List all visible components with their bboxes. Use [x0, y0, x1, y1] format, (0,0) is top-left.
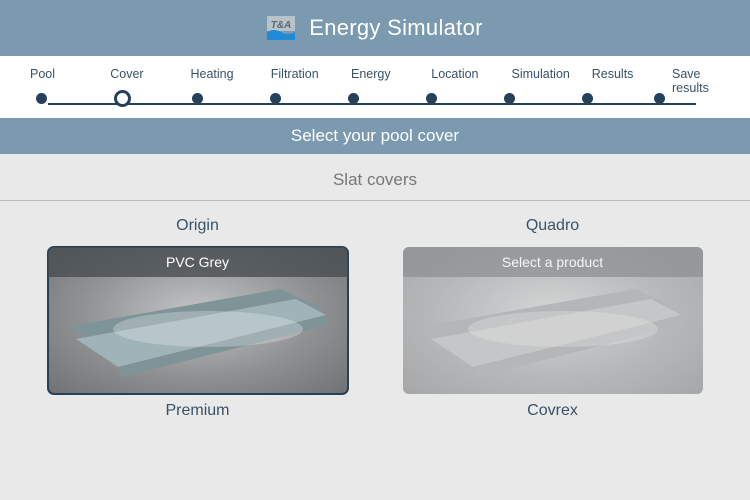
category-premium: Premium	[20, 394, 375, 432]
step-dot-pool[interactable]	[36, 93, 47, 104]
step-dot-save-results[interactable]	[654, 93, 665, 104]
step-energy[interactable]: Energy	[351, 68, 411, 96]
step-dot-location[interactable]	[426, 93, 437, 104]
step-dot-energy[interactable]	[348, 93, 359, 104]
product-label: Select a product	[403, 247, 703, 277]
step-location[interactable]: Location	[431, 68, 491, 96]
step-filtration[interactable]: Filtration	[271, 68, 331, 96]
page-subheader: Select your pool cover	[0, 118, 750, 154]
category-label-covrex[interactable]: Covrex	[527, 394, 578, 432]
app-header: T&A Energy Simulator	[0, 0, 750, 56]
section-title: Slat covers	[0, 154, 750, 200]
step-heating[interactable]: Heating	[191, 68, 251, 96]
step-simulation[interactable]: Simulation	[512, 68, 572, 96]
category-origin: OriginPVC Grey	[20, 209, 375, 394]
wizard-steps: PoolCoverHeatingFiltrationEnergyLocation…	[0, 56, 750, 118]
brand-logo: T&A	[267, 16, 295, 40]
category-label-premium[interactable]: Premium	[165, 394, 229, 432]
step-dot-results[interactable]	[582, 93, 593, 104]
category-grid: OriginPVC Grey QuadroSelect a product Pr…	[0, 201, 750, 432]
step-results[interactable]: Results	[592, 68, 652, 96]
category-covrex: Covrex	[375, 394, 730, 432]
svg-text:T&A: T&A	[271, 20, 292, 31]
category-quadro: QuadroSelect a product	[375, 209, 730, 394]
step-dot-simulation[interactable]	[504, 93, 515, 104]
step-dot-filtration[interactable]	[270, 93, 281, 104]
product-label: PVC Grey	[48, 247, 348, 277]
step-save-results[interactable]: Save results	[672, 68, 720, 96]
product-card-quadro[interactable]: Select a product	[403, 247, 703, 394]
product-card-origin[interactable]: PVC Grey	[48, 247, 348, 394]
category-label-quadro[interactable]: Quadro	[526, 209, 579, 247]
step-dot-heating[interactable]	[192, 93, 203, 104]
step-pool[interactable]: Pool	[30, 68, 90, 96]
category-label-origin[interactable]: Origin	[176, 209, 219, 247]
app-title: Energy Simulator	[309, 15, 483, 41]
step-dot-cover[interactable]	[114, 90, 131, 107]
